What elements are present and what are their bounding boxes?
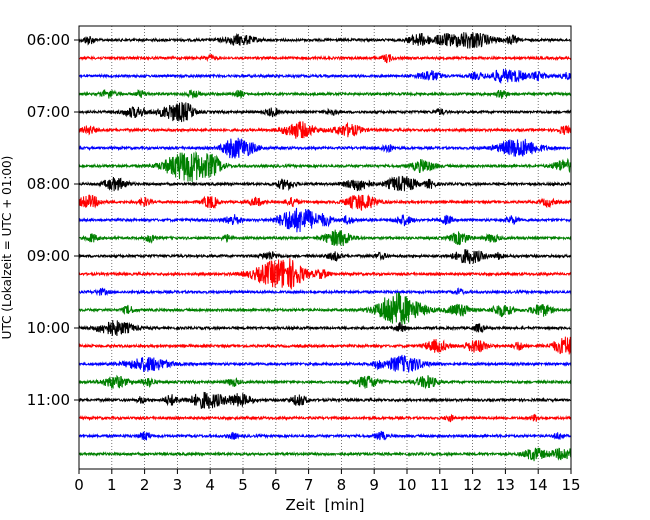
x-tick-label: 2 — [140, 476, 150, 494]
seismogram-trace — [78, 354, 572, 373]
y-tick-label: 06:00 — [27, 31, 70, 49]
seismogram-trace — [78, 101, 572, 123]
seismogram-trace — [78, 150, 572, 182]
y-axis: 06:00 07:00 08:00 09:00 10:00 11:00 — [27, 31, 79, 409]
y-tick-label: 08:00 — [27, 175, 70, 193]
y-tick-label: 11:00 — [27, 391, 70, 409]
x-tick-label: 5 — [238, 476, 248, 494]
y-axis-label: UTC (Lokalzeit = UTC + 01:00) — [0, 156, 14, 340]
x-tick-label: 12 — [463, 476, 482, 494]
seismogram-trace — [78, 194, 572, 212]
x-tick-label: 10 — [397, 476, 416, 494]
seismogram-trace — [78, 430, 572, 441]
seismogram-trace — [78, 68, 572, 84]
x-tick-label: 6 — [271, 476, 281, 494]
seismogram-trace — [78, 54, 572, 64]
x-tick-label: 4 — [205, 476, 215, 494]
x-tick-label: 14 — [529, 476, 548, 494]
seismogram-trace — [78, 229, 572, 247]
y-tick-label: 09:00 — [27, 247, 70, 265]
seismogram-trace — [78, 391, 572, 410]
x-axis-label: Zeit [min] — [285, 496, 364, 514]
plot-frame — [78, 25, 572, 470]
x-axis: 0 1 2 3 4 5 6 7 8 9 10 11 12 13 14 15 — [74, 469, 581, 494]
x-tick-label: 8 — [337, 476, 347, 494]
x-tick-label: 7 — [304, 476, 314, 494]
x-tick-label: 15 — [561, 476, 580, 494]
seismogram-trace — [78, 413, 572, 423]
seismogram-trace — [78, 374, 572, 390]
x-tick-label: 3 — [173, 476, 183, 494]
seismogram-trace — [78, 258, 572, 290]
plot-area — [78, 25, 572, 470]
trace-group — [78, 32, 572, 462]
x-tick-label: 13 — [496, 476, 515, 494]
seismogram-trace — [78, 137, 572, 159]
y-tick-label: 10:00 — [27, 319, 70, 337]
seismogram-trace — [78, 175, 572, 192]
seismogram-trace — [78, 320, 572, 336]
seismogram-trace — [78, 447, 572, 462]
vertical-gridlines — [111, 26, 539, 469]
seismogram-trace — [78, 120, 572, 139]
seismogram-trace — [78, 336, 572, 355]
x-tick-label: 0 — [74, 476, 84, 494]
x-tick-label: 1 — [107, 476, 117, 494]
seismogram-trace — [78, 249, 572, 265]
x-tick-label: 11 — [430, 476, 449, 494]
seismogram-trace — [78, 207, 572, 233]
y-tick-label: 07:00 — [27, 103, 70, 121]
seismogram-trace — [78, 292, 572, 326]
x-tick-label: 9 — [369, 476, 379, 494]
seismogram-trace — [78, 32, 572, 49]
seismogram-trace — [78, 88, 572, 100]
seismogram-trace — [78, 287, 572, 296]
